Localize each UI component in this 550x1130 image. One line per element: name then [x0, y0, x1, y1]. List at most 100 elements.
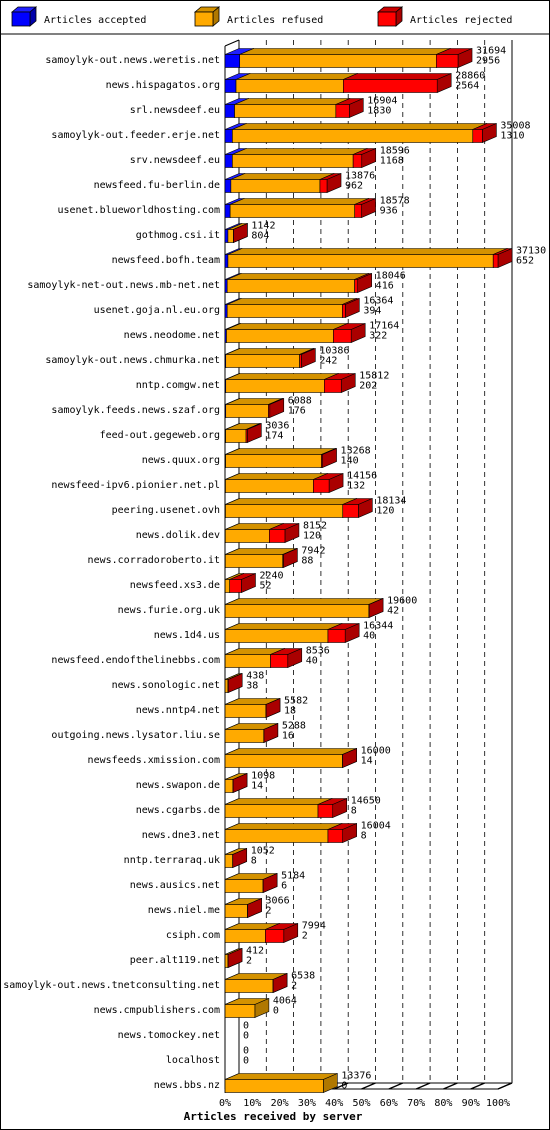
legend-swatch-front [11, 11, 31, 27]
data-label-total: 1098 [251, 771, 275, 782]
bar-rejected [435, 48, 473, 68]
bar-refused-front [224, 829, 329, 843]
bar-accepted-front [224, 304, 228, 318]
bar-refused-top [224, 1073, 338, 1080]
legend-swatch-front [194, 11, 214, 27]
bar-rejected [321, 448, 337, 468]
data-label-total: 1052 [251, 846, 275, 857]
bar-rejected [335, 98, 364, 118]
data-label-total: 31694 [476, 46, 506, 57]
bar-refused-top [225, 373, 339, 380]
data-label-rejected: 120 [303, 531, 321, 542]
bar-refused-front [224, 654, 271, 668]
server-label: nntp.terraraq.uk [124, 855, 220, 866]
bar-rejected-front [327, 829, 343, 843]
data-label-total: 412 [246, 946, 264, 957]
bar-rejected-front [317, 804, 334, 818]
bar-rejected [319, 173, 342, 193]
bar-refused-top [225, 348, 314, 355]
bar-refused-front [224, 929, 266, 943]
data-label-rejected: 18 [284, 706, 296, 717]
x-tick [388, 1082, 404, 1090]
bar-refused-top [234, 98, 350, 105]
legend-swatch-accepted [10, 6, 38, 27]
data-label-total: 0 [243, 1021, 249, 1032]
server-label: newsfeed.xs3.de [130, 580, 220, 591]
server-label: news.bbs.nz [154, 1080, 220, 1091]
server-label: news.cmpublishers.com [94, 1005, 220, 1016]
bar-accepted-front [224, 229, 229, 243]
data-label-total: 0 [243, 1046, 249, 1057]
server-label: news.swapon.de [136, 780, 220, 791]
data-label-rejected: 38 [246, 681, 258, 692]
bar-accepted-front [224, 204, 231, 218]
bar-rejected [352, 148, 377, 168]
bar-refused-top [232, 123, 487, 130]
data-label-rejected: 1310 [500, 131, 524, 142]
bar-rejected [317, 798, 348, 818]
bar-rejected [324, 373, 356, 393]
bar-refused-top [226, 323, 348, 330]
bar-refused-front [224, 629, 329, 643]
data-label-total: 7994 [302, 921, 326, 932]
bar-refused-front [226, 304, 343, 318]
bar-refused-top [232, 148, 368, 155]
bar-rejected [262, 873, 278, 893]
legend-swatch-rejected [376, 6, 404, 27]
data-label-rejected: 0 [341, 1081, 347, 1092]
server-label: csiph.com [166, 930, 220, 941]
bar-refused-front [239, 54, 437, 68]
data-label-total: 18046 [376, 271, 406, 282]
x-axis: 0% 10% 20% 30% 40% 50% 60% 70% 80% 90% 100% [219, 1082, 513, 1109]
bar-rejected [227, 948, 243, 968]
bar-rejected [342, 748, 357, 768]
bar-row: localhost 00 [166, 1046, 249, 1067]
bar-refused-front [225, 454, 322, 468]
x-tick-label: 30% [298, 1098, 316, 1109]
server-label: news.cgarbs.de [136, 805, 220, 816]
bar-refused-front [232, 154, 354, 168]
bar-rejected [333, 323, 366, 343]
server-label: news.neodome.net [124, 330, 220, 341]
x-tick-label: 80% [434, 1098, 452, 1109]
server-label: news.niel.me [148, 905, 220, 916]
bar-refused-top [230, 173, 335, 180]
data-label-rejected: 416 [376, 281, 394, 292]
bar-refused-front [226, 329, 334, 343]
data-label-rejected: 140 [341, 456, 359, 467]
server-label: news.corradoroberto.it [88, 555, 220, 566]
server-label: news.sonologic.net [112, 680, 220, 691]
bar-refused-front [224, 979, 274, 993]
bar-accepted-front [224, 104, 235, 118]
data-label-total: 5184 [281, 871, 305, 882]
bar-refused-front [232, 129, 474, 143]
bar-refused [224, 623, 343, 643]
bar-accepted-front [224, 129, 233, 143]
bar-refused-front [234, 104, 337, 118]
data-label-rejected: 1168 [380, 156, 404, 167]
bar-refused-front [224, 904, 248, 918]
data-label-total: 18578 [380, 196, 410, 207]
legend-label-rejected: Articles rejected [410, 15, 512, 26]
data-label-total: 16000 [361, 746, 391, 757]
data-label-total: 16004 [361, 821, 391, 832]
bar-refused-front [229, 204, 356, 218]
data-label-rejected: 42 [387, 606, 399, 617]
data-label-total: 4064 [273, 996, 297, 1007]
bar-rejected [233, 223, 248, 243]
bar-rejected-front [343, 79, 438, 93]
